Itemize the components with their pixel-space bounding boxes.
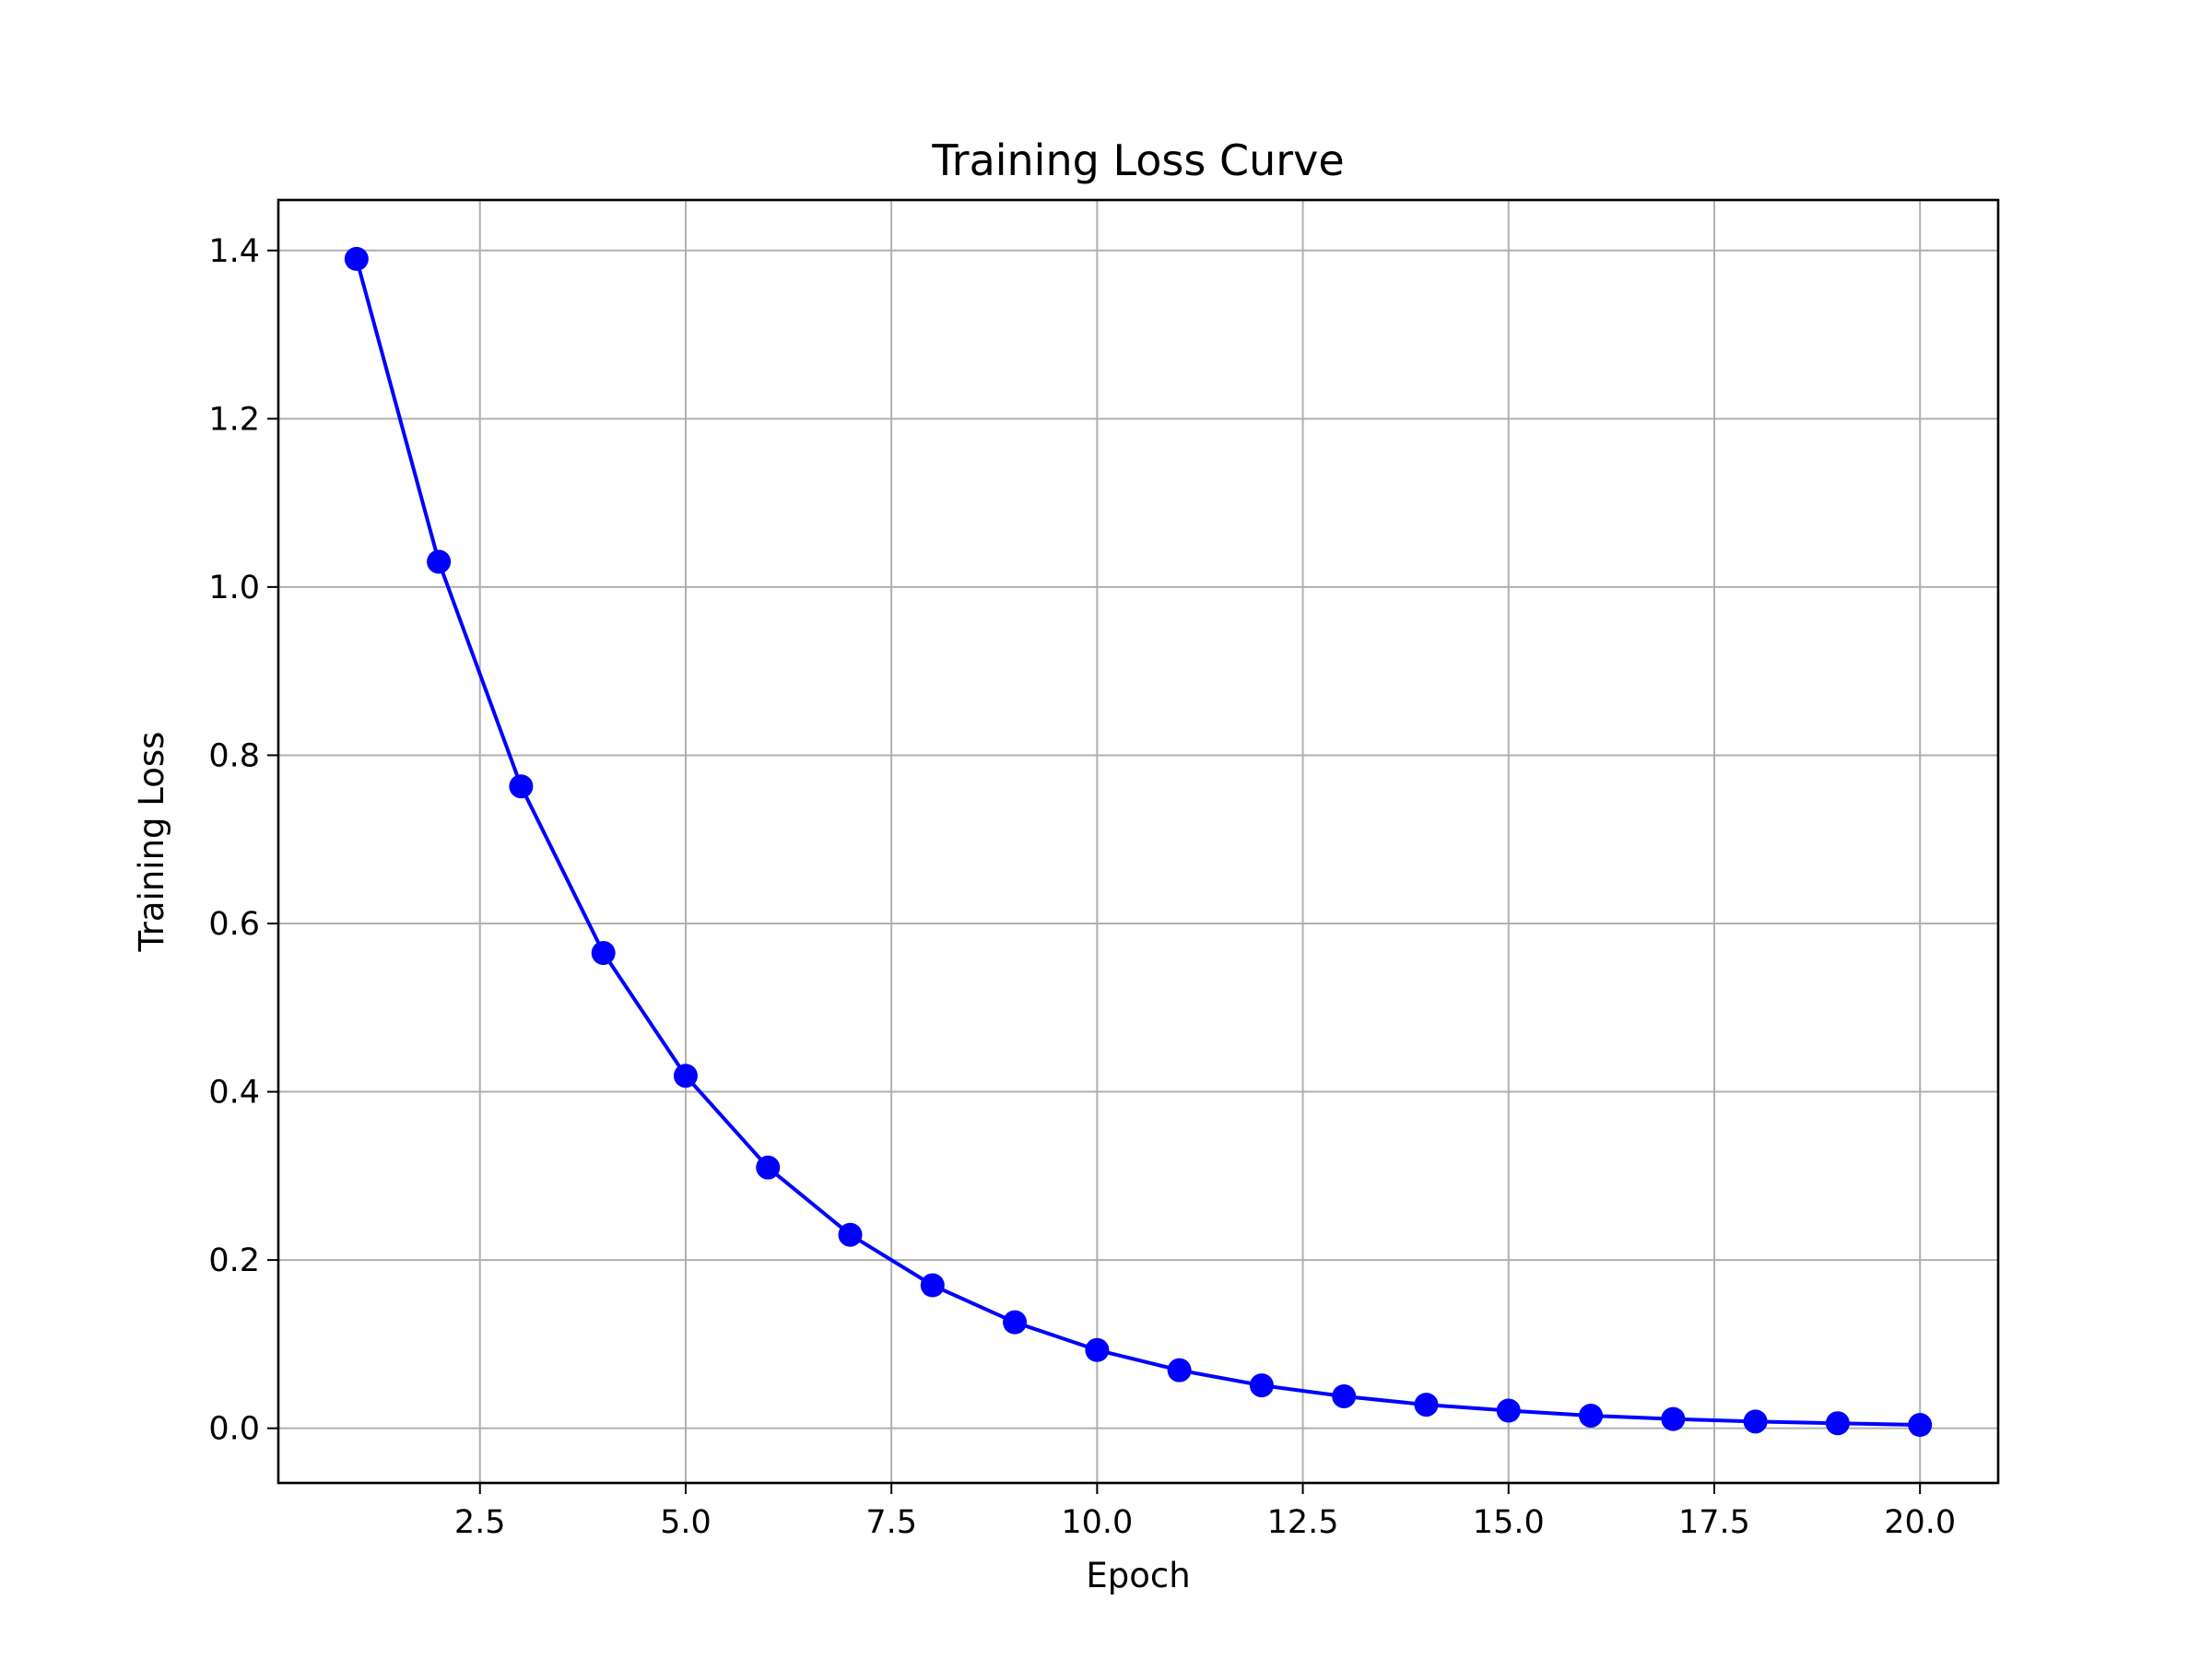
y-tick-label: 1.4 [208, 233, 260, 270]
y-tick-label: 0.0 [208, 1411, 260, 1448]
series-line [354, 258, 1921, 1427]
y-tick-label: 0.2 [208, 1242, 260, 1279]
y-tick-label: 0.6 [208, 906, 260, 943]
x-tick-label: 20.0 [1884, 1504, 1956, 1541]
data-point [1332, 1383, 1357, 1408]
series-line-group [354, 258, 1921, 1427]
x-tick-label: 12.5 [1267, 1504, 1339, 1541]
y-axis-ticks: 0.0 0.2 0.4 0.6 0.8 1.0 1.2 1.4 [208, 233, 278, 1448]
data-point [1249, 1373, 1274, 1398]
y-axis-label: Training Loss [132, 732, 171, 953]
y-tick-label: 0.8 [208, 737, 260, 774]
x-axis-ticks: 2.5 5.0 7.5 10.0 12.5 15.0 17.5 20.0 [454, 1483, 1956, 1541]
chart-title: Training Loss Curve [931, 135, 1344, 185]
y-tick-label: 1.0 [208, 570, 260, 606]
x-tick-label: 2.5 [454, 1504, 506, 1541]
data-point [1496, 1398, 1521, 1423]
series-markers [344, 246, 1933, 1438]
data-point [1085, 1337, 1110, 1362]
data-point [1414, 1393, 1439, 1418]
data-point [920, 1273, 945, 1298]
data-point [344, 246, 369, 271]
y-tick-label: 1.2 [208, 401, 260, 438]
x-tick-label: 15.0 [1473, 1504, 1545, 1541]
data-point [1003, 1310, 1028, 1335]
data-point [591, 940, 616, 965]
x-tick-label: 5.0 [660, 1504, 712, 1541]
data-point [1579, 1403, 1604, 1428]
data-point [509, 774, 534, 799]
data-point [1167, 1358, 1192, 1382]
data-point [673, 1064, 698, 1088]
x-tick-label: 10.0 [1061, 1504, 1133, 1541]
x-tick-label: 7.5 [865, 1504, 917, 1541]
data-point [1661, 1406, 1686, 1431]
data-point [1743, 1409, 1768, 1434]
grid [278, 200, 1998, 1483]
plot-area-frame [276, 198, 2000, 1485]
y-tick-label: 0.4 [208, 1075, 260, 1112]
x-axis-label: Epoch [1086, 1556, 1190, 1595]
data-point [1908, 1413, 1933, 1438]
data-point [1825, 1411, 1850, 1436]
data-point [756, 1155, 781, 1180]
x-tick-label: 17.5 [1678, 1504, 1750, 1541]
data-point [838, 1222, 863, 1247]
data-point [427, 549, 452, 574]
